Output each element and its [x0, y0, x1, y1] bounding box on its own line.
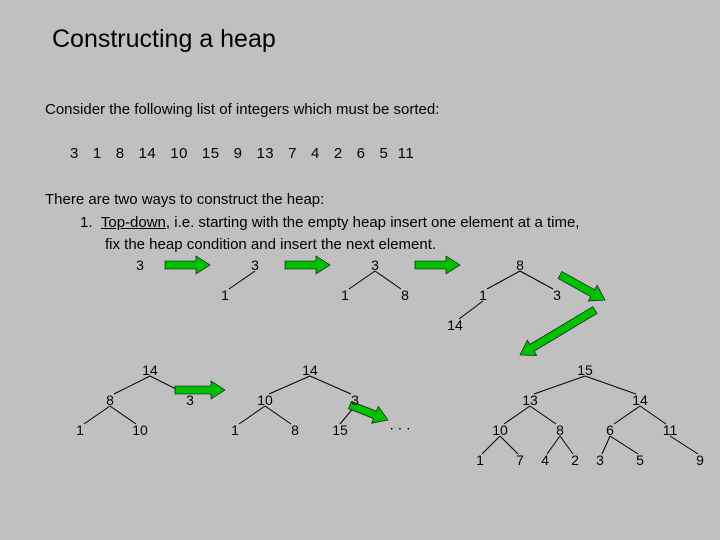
- tree-node: 1: [479, 287, 487, 303]
- underlined-word: Top-down: [101, 214, 166, 231]
- tree-node: 10: [492, 422, 508, 438]
- tree-node: 15: [332, 422, 348, 438]
- tree-node: 3: [251, 257, 259, 273]
- tree-node: 10: [257, 392, 273, 408]
- tree-node: 3: [136, 257, 144, 273]
- ellipsis: . . .: [390, 417, 411, 434]
- tree-node: 14: [632, 392, 648, 408]
- slide: Constructing a heap Consider the followi…: [0, 0, 720, 540]
- tree-node: 1: [231, 422, 239, 438]
- tree-node: 14: [447, 317, 463, 333]
- methods-lead: There are two ways to construct the heap…: [45, 190, 324, 210]
- tree-node: 4: [541, 452, 549, 468]
- tree-node: 8: [401, 287, 409, 303]
- diagram-svg: [0, 0, 720, 540]
- tree-node: 1: [341, 287, 349, 303]
- tree-node: 1: [476, 452, 484, 468]
- tree-node: 14: [142, 362, 158, 378]
- tree-node: 1: [76, 422, 84, 438]
- integer-list: 3 1 8 14 10 15 9 13 7 4 2 6 5 11: [70, 145, 414, 162]
- method1-line2: fix the heap condition and insert the ne…: [105, 235, 436, 255]
- tree-node: 11: [663, 422, 678, 438]
- tree-node: 6: [606, 422, 614, 438]
- tree-node: 10: [132, 422, 148, 438]
- method1-prefix: 1.: [80, 214, 101, 231]
- tree-node: 5: [636, 452, 644, 468]
- tree-node: 3: [186, 392, 194, 408]
- tree-node: 8: [106, 392, 114, 408]
- tree-node: 13: [522, 392, 538, 408]
- tree-node: 3: [351, 392, 359, 408]
- tree-node: 8: [291, 422, 299, 438]
- tree-node: 8: [516, 257, 524, 273]
- tree-node: 7: [516, 452, 524, 468]
- tree-node: 2: [571, 452, 579, 468]
- method1-line1: 1. Top-down, i.e. starting with the empt…: [80, 213, 579, 233]
- tree-node: 1: [221, 287, 229, 303]
- tree-node: 15: [577, 362, 593, 378]
- tree-node: 14: [302, 362, 318, 378]
- tree-node: 8: [556, 422, 564, 438]
- tree-node: 3: [553, 287, 561, 303]
- tree-node: 3: [596, 452, 604, 468]
- page-title: Constructing a heap: [52, 25, 276, 54]
- tree-node: 9: [696, 452, 704, 468]
- tree-node: 3: [371, 257, 379, 273]
- intro-text: Consider the following list of integers …: [45, 100, 439, 120]
- method1-rest: , i.e. starting with the empty heap inse…: [166, 214, 580, 231]
